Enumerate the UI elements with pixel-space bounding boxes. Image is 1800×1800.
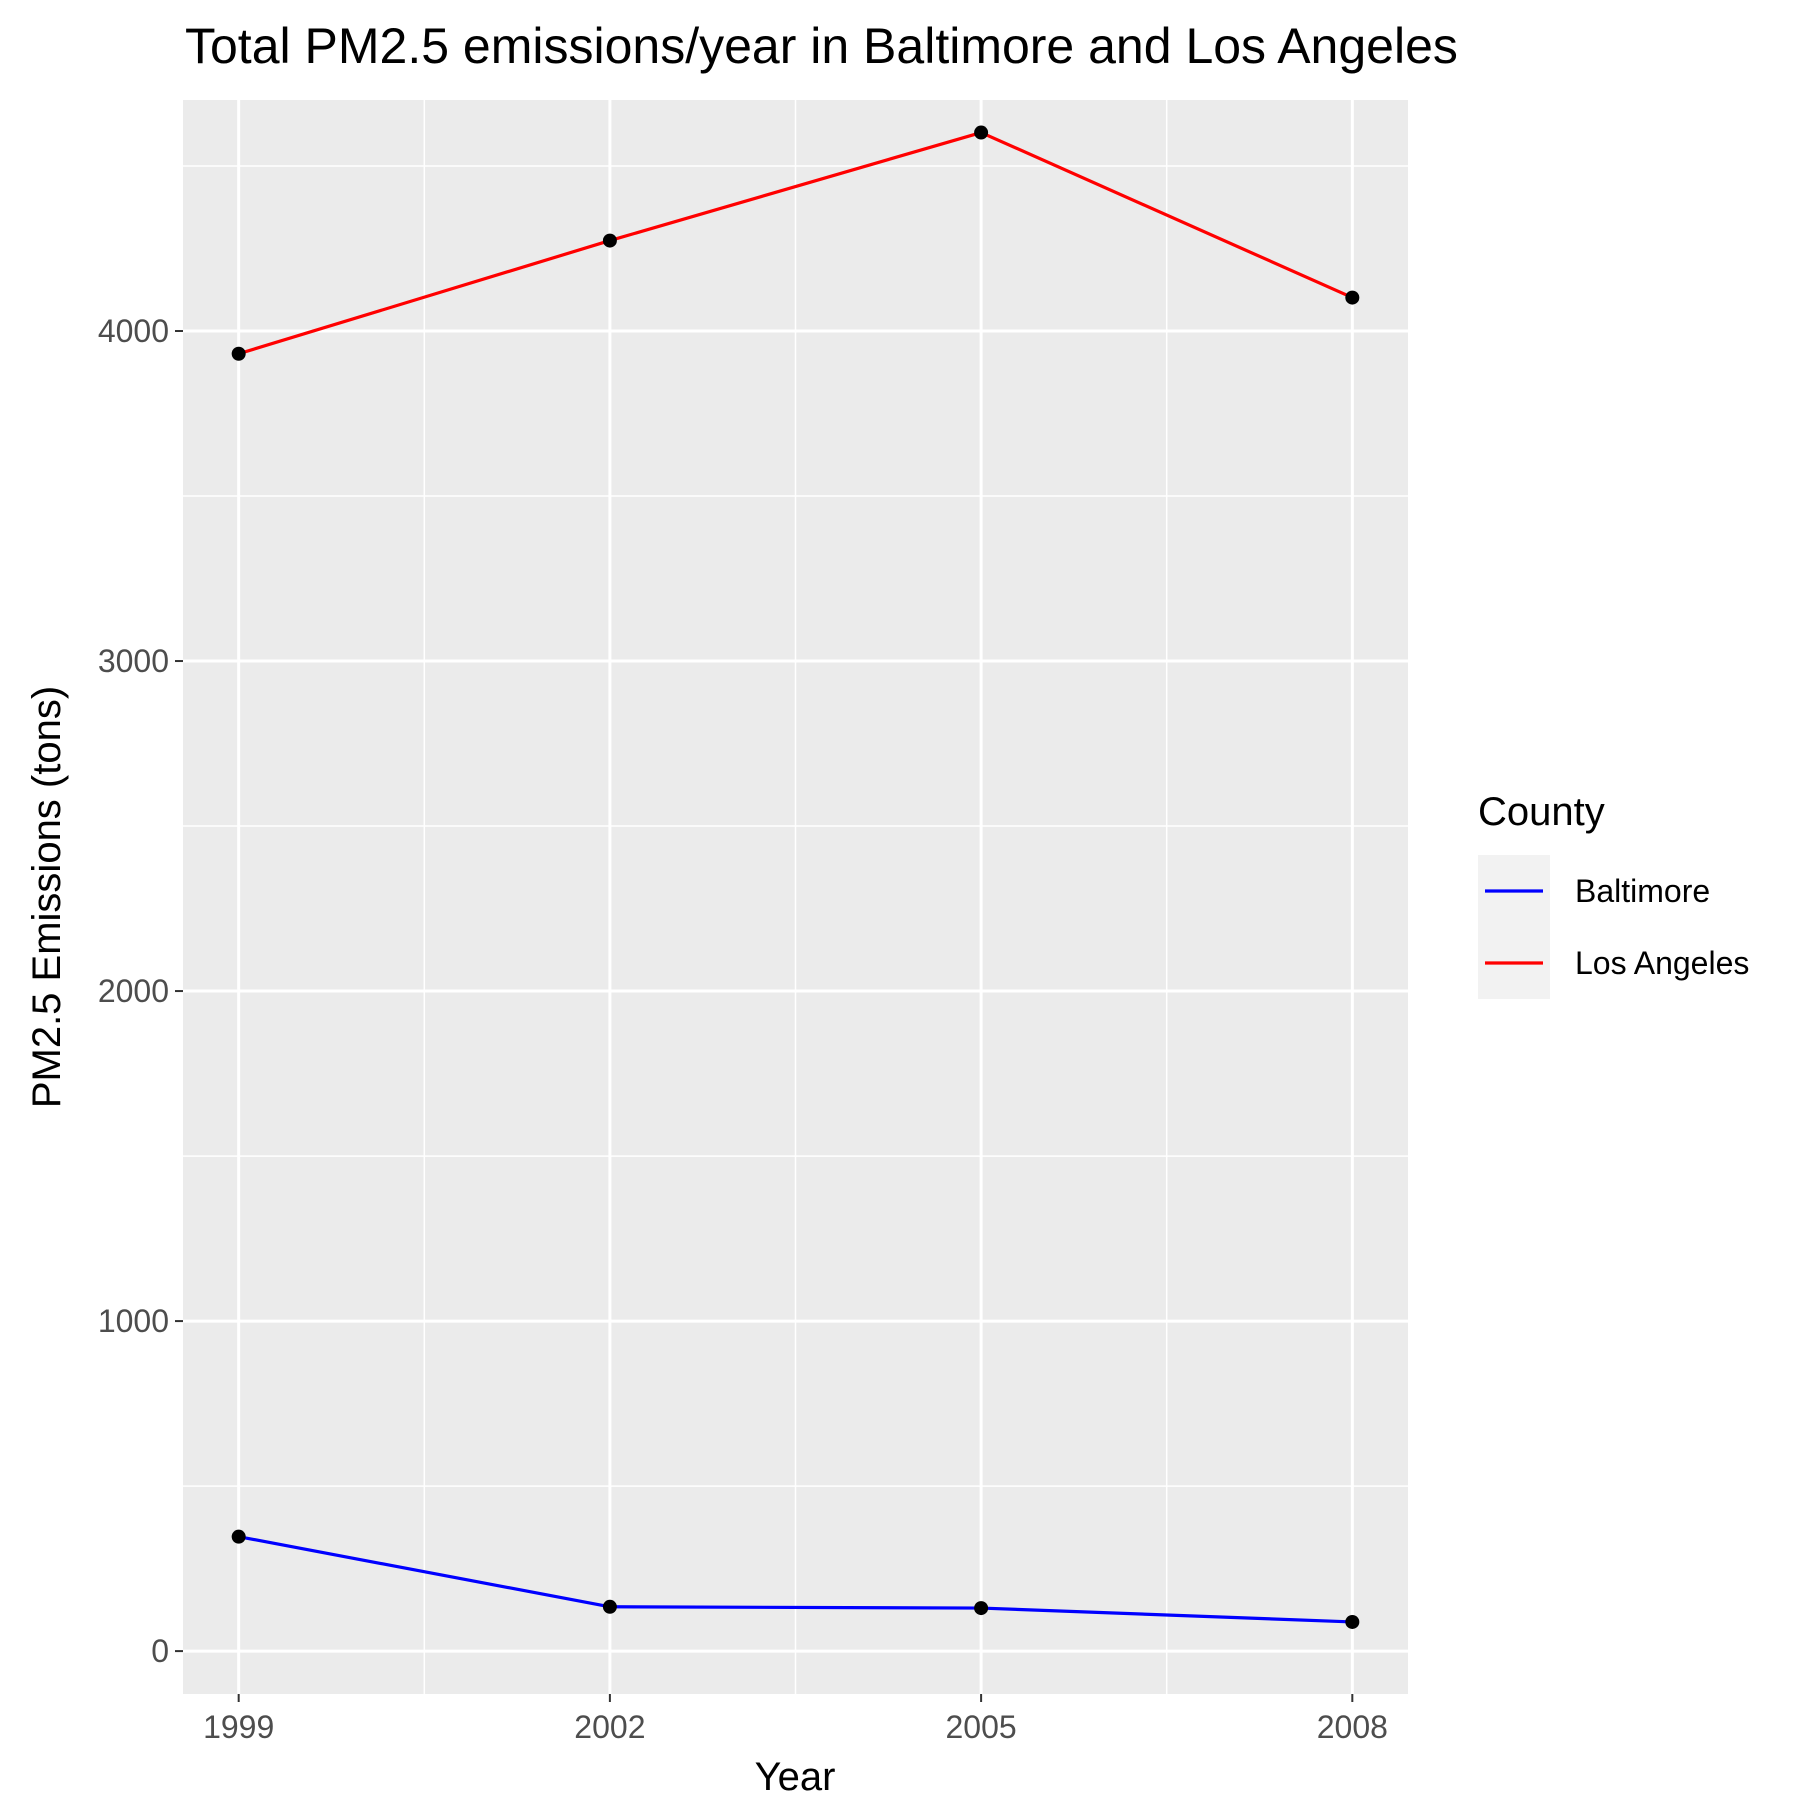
y-tick-label: 4000 (98, 313, 169, 349)
chart-title: Total PM2.5 emissions/year in Baltimore … (185, 18, 1458, 74)
minor-gridlines (183, 100, 1408, 1694)
legend: County Baltimore Los Angeles (1478, 790, 1749, 999)
series-lines (238, 130, 1353, 1624)
legend-title: County (1478, 790, 1605, 834)
x-axis-ticks: 1999 2002 2005 2008 (203, 1694, 1388, 1745)
data-point-los-angeles (231, 346, 246, 361)
data-point-baltimore (231, 1529, 246, 1544)
y-tick-label: 3000 (98, 643, 169, 679)
x-tick-label: 2002 (574, 1709, 645, 1745)
legend-label-baltimore: Baltimore (1575, 873, 1710, 909)
y-axis-ticks: 0 1000 2000 3000 4000 (98, 313, 183, 1669)
y-tick-label: 0 (151, 1633, 169, 1669)
y-axis-title: PM2.5 Emissions (tons) (25, 686, 69, 1108)
series-points (231, 125, 1360, 1629)
legend-items: Baltimore Los Angeles (1478, 855, 1749, 999)
legend-key-background (1478, 855, 1550, 999)
y-tick-label: 2000 (98, 973, 169, 1009)
data-point-los-angeles (1345, 290, 1360, 305)
data-point-baltimore (1345, 1614, 1360, 1629)
x-axis-title: Year (755, 1755, 836, 1799)
x-tick-label: 2008 (1317, 1709, 1388, 1745)
series-line-los-angeles (238, 130, 1353, 356)
data-point-los-angeles (602, 233, 617, 248)
x-tick-label: 2005 (946, 1709, 1017, 1745)
legend-label-los-angeles: Los Angeles (1575, 945, 1749, 981)
major-gridlines (183, 100, 1408, 1694)
series-line-baltimore (238, 1535, 1353, 1624)
x-tick-label: 1999 (203, 1709, 274, 1745)
y-tick-label: 1000 (98, 1303, 169, 1339)
data-point-los-angeles (974, 125, 989, 140)
data-point-baltimore (974, 1601, 989, 1616)
data-point-baltimore (602, 1599, 617, 1614)
